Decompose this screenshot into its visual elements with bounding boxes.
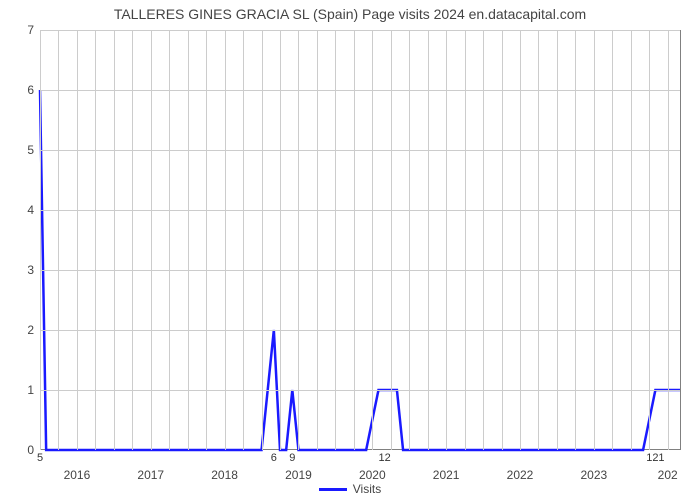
gridline-v <box>612 30 613 450</box>
legend: Visits <box>0 482 700 496</box>
gridline-h <box>40 330 680 331</box>
gridline-v <box>465 30 466 450</box>
gridline-v <box>262 30 263 450</box>
gridline-v <box>151 30 152 450</box>
y-tick-label: 4 <box>27 203 34 217</box>
x-tick-label: 2016 <box>64 468 91 482</box>
gridline-h <box>40 210 680 211</box>
gridline-v <box>169 30 170 450</box>
gridline-v <box>77 30 78 450</box>
data-value-label: 6 <box>271 452 277 464</box>
gridline-v <box>409 30 410 450</box>
gridline-v <box>40 30 41 450</box>
gridline-v <box>58 30 59 450</box>
gridline-v <box>95 30 96 450</box>
gridline-v <box>668 30 669 450</box>
y-tick-label: 2 <box>27 323 34 337</box>
gridline-v <box>188 30 189 450</box>
data-value-label: 9 <box>289 452 295 464</box>
y-tick-label: 5 <box>27 143 34 157</box>
data-value-label: 121 <box>646 452 664 464</box>
gridline-h <box>40 30 680 31</box>
gridline-v <box>335 30 336 450</box>
legend-swatch <box>319 488 347 491</box>
gridline-v <box>317 30 318 450</box>
x-tick-label: 202 <box>658 468 678 482</box>
data-value-label: 12 <box>378 452 390 464</box>
x-tick-label: 2020 <box>359 468 386 482</box>
x-tick-label: 2018 <box>211 468 238 482</box>
x-tick-label: 2021 <box>433 468 460 482</box>
y-tick-label: 3 <box>27 263 34 277</box>
gridline-h <box>40 270 680 271</box>
y-tick-label: 7 <box>27 23 34 37</box>
gridline-v <box>520 30 521 450</box>
gridline-v <box>114 30 115 450</box>
gridline-v <box>446 30 447 450</box>
data-value-label: 5 <box>37 452 43 464</box>
x-tick-label: 2017 <box>137 468 164 482</box>
gridline-v <box>575 30 576 450</box>
gridline-v <box>354 30 355 450</box>
gridline-v <box>243 30 244 450</box>
data-line <box>40 30 680 450</box>
gridline-v <box>372 30 373 450</box>
visits-chart: TALLERES GINES GRACIA SL (Spain) Page vi… <box>0 0 700 500</box>
legend-label: Visits <box>353 482 381 496</box>
gridline-h <box>40 90 680 91</box>
y-tick-label: 6 <box>27 83 34 97</box>
x-tick-label: 2022 <box>507 468 534 482</box>
gridline-v <box>298 30 299 450</box>
gridline-v <box>538 30 539 450</box>
gridline-v <box>132 30 133 450</box>
gridline-v <box>649 30 650 450</box>
x-tick-label: 2023 <box>580 468 607 482</box>
y-tick-label: 0 <box>27 443 34 457</box>
plot-area: 0123456720162017201820192020202120222023… <box>40 30 681 450</box>
gridline-v <box>428 30 429 450</box>
gridline-v <box>280 30 281 450</box>
gridline-v <box>225 30 226 450</box>
y-tick-label: 1 <box>27 383 34 397</box>
gridline-v <box>206 30 207 450</box>
gridline-h <box>40 390 680 391</box>
chart-title: TALLERES GINES GRACIA SL (Spain) Page vi… <box>0 6 700 22</box>
gridline-h <box>40 150 680 151</box>
gridline-v <box>483 30 484 450</box>
gridline-v <box>594 30 595 450</box>
gridline-v <box>502 30 503 450</box>
gridline-v <box>631 30 632 450</box>
x-tick-label: 2019 <box>285 468 312 482</box>
gridline-v <box>557 30 558 450</box>
gridline-v <box>391 30 392 450</box>
